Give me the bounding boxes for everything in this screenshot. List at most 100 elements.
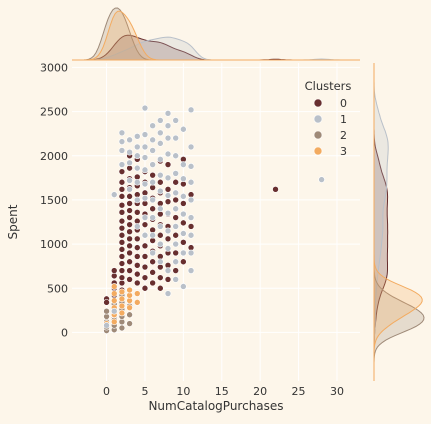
data-point <box>118 295 126 303</box>
plot-area <box>72 63 360 381</box>
data-point <box>133 152 141 160</box>
data-point <box>118 246 126 253</box>
data-point <box>118 147 126 154</box>
data-point <box>172 240 179 248</box>
data-point <box>149 178 156 186</box>
data-point <box>126 193 133 200</box>
data-point <box>164 209 172 217</box>
data-point <box>133 244 141 251</box>
data-point <box>180 175 187 183</box>
data-point <box>141 131 149 138</box>
legend-label: 3 <box>340 145 347 158</box>
data-point <box>126 258 133 266</box>
data-point <box>103 307 110 315</box>
data-point <box>118 168 126 175</box>
data-point <box>110 297 118 304</box>
top-marginal-kde <box>72 7 360 61</box>
data-point <box>126 311 133 319</box>
data-point <box>141 263 149 271</box>
data-point <box>133 270 141 278</box>
data-point <box>149 269 156 276</box>
data-point <box>133 164 141 172</box>
data-point <box>187 178 195 186</box>
data-point <box>157 205 164 213</box>
data-point <box>164 110 172 117</box>
data-point <box>180 125 187 133</box>
data-point <box>164 198 172 205</box>
legend-label: 1 <box>340 113 347 126</box>
data-point <box>141 104 149 112</box>
data-point <box>133 279 141 287</box>
data-point <box>126 207 133 214</box>
data-point <box>318 176 325 183</box>
data-point <box>141 143 149 151</box>
data-point <box>118 231 126 239</box>
data-point <box>180 219 187 227</box>
data-point <box>157 178 164 186</box>
data-point <box>157 129 164 137</box>
data-point <box>180 283 187 290</box>
data-point <box>126 320 133 327</box>
x-tick-label: 20 <box>253 385 267 398</box>
data-point <box>126 286 133 294</box>
data-point <box>157 155 164 163</box>
data-point <box>133 299 141 306</box>
data-point <box>172 223 179 230</box>
data-point <box>164 276 172 283</box>
data-point <box>172 249 179 257</box>
y-tick-label: 0 <box>61 326 68 339</box>
data-point <box>172 214 179 221</box>
data-point <box>164 192 172 199</box>
data-point <box>118 208 126 216</box>
data-point <box>118 178 126 186</box>
data-point <box>149 231 156 239</box>
data-point <box>149 171 156 179</box>
x-tick-label: 25 <box>292 385 306 398</box>
data-point <box>126 304 133 311</box>
data-point <box>126 200 133 207</box>
data-point <box>141 154 149 161</box>
legend: Clusters 0 1 2 3 <box>305 79 352 158</box>
data-point <box>141 274 149 281</box>
data-point <box>126 235 133 243</box>
data-point <box>141 214 149 221</box>
data-point <box>172 267 179 274</box>
data-point <box>172 152 179 160</box>
data-point <box>172 231 179 239</box>
data-point <box>133 178 141 186</box>
data-point <box>126 186 133 193</box>
data-point <box>133 223 141 230</box>
y-tick-label: 2000 <box>40 150 68 163</box>
data-point <box>118 309 126 317</box>
legend-title: Clusters <box>305 79 352 93</box>
data-point <box>157 140 164 147</box>
data-point <box>187 106 195 114</box>
data-point <box>110 283 118 290</box>
data-point <box>149 147 156 154</box>
legend-label: 2 <box>340 129 347 142</box>
y-tick-label: 1000 <box>40 238 68 251</box>
data-point <box>103 299 110 306</box>
data-point <box>149 196 156 204</box>
data-point <box>126 214 133 221</box>
right-kde-curve <box>373 63 389 381</box>
data-point <box>164 150 172 158</box>
data-point <box>149 136 156 144</box>
data-point <box>133 143 141 151</box>
data-point <box>118 253 126 260</box>
data-point <box>133 235 141 243</box>
x-tick-label: 30 <box>330 385 344 398</box>
data-point <box>157 187 164 195</box>
data-point <box>172 276 179 283</box>
data-point <box>164 235 172 243</box>
data-point <box>157 274 164 281</box>
data-point <box>164 134 172 142</box>
data-point <box>164 227 172 235</box>
data-point <box>172 178 179 186</box>
data-point <box>118 302 126 310</box>
data-point <box>133 196 141 204</box>
data-point <box>118 201 126 209</box>
data-point <box>187 143 195 151</box>
data-point <box>126 148 133 156</box>
data-point <box>149 214 156 221</box>
